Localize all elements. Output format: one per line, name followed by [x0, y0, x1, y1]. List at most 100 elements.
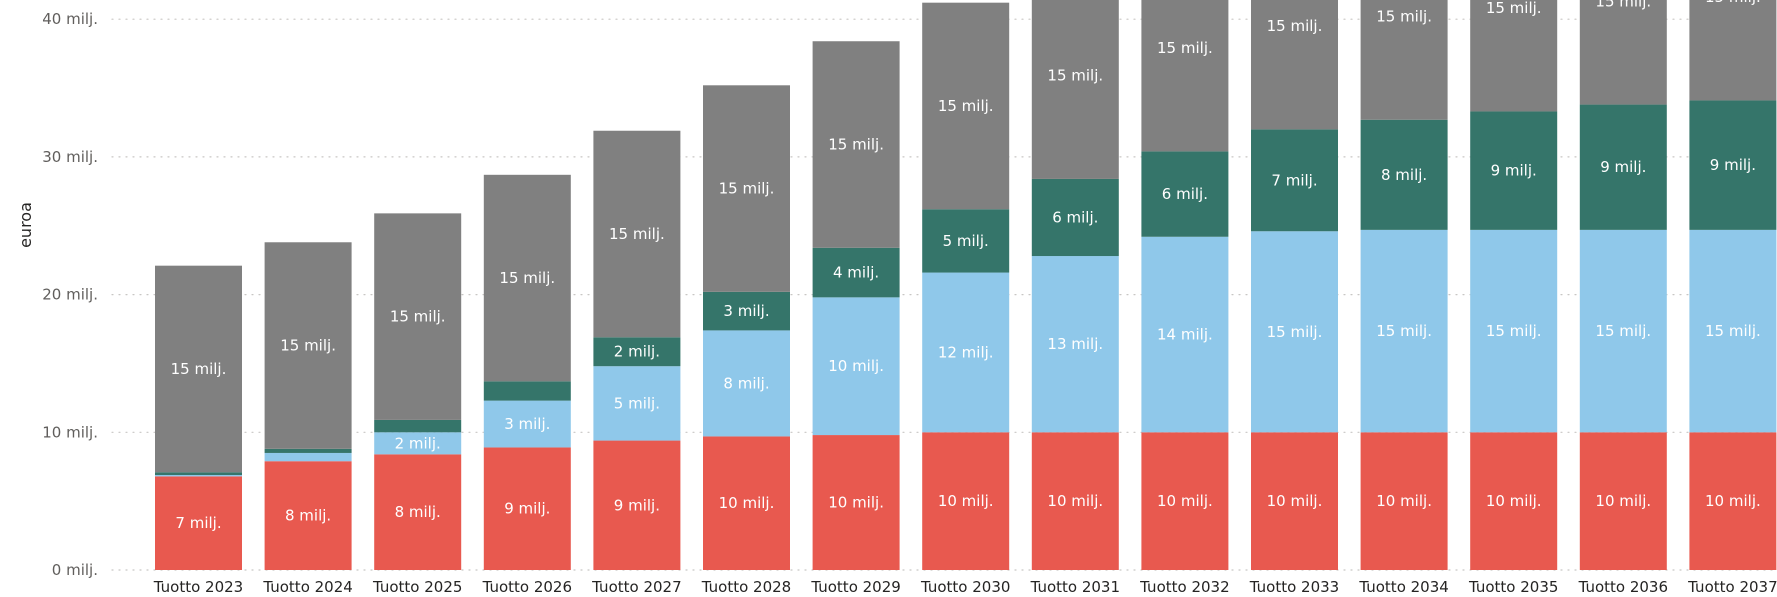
bar-segment: [812, 297, 900, 436]
data-label: 6 milj.: [1162, 185, 1208, 203]
data-label: 9 milj.: [1600, 158, 1646, 176]
y-tick-label: 20 milj.: [42, 286, 98, 304]
data-label: 3 milj.: [504, 415, 550, 433]
bar-segment: [155, 474, 242, 477]
bar-segment: [1031, 178, 1119, 257]
y-tick-label: 0 milj.: [52, 561, 98, 579]
data-labels: 7 milj. 15 milj. 8 milj. 15 milj. 8 milj. 2 m…: [171, 0, 1761, 532]
data-label: 15 milj.: [1595, 0, 1651, 10]
data-label: 10 milj.: [1047, 492, 1103, 510]
data-label: 10 milj.: [828, 357, 884, 375]
data-label: 12 milj.: [938, 343, 994, 361]
data-label: 15 milj.: [280, 337, 336, 355]
bar-segment: [264, 452, 352, 462]
y-axis-title: euroa: [16, 202, 35, 248]
data-label: 10 milj.: [1267, 492, 1323, 510]
bar-segment: [1141, 0, 1229, 152]
bar-segment: [1689, 0, 1777, 101]
data-label: 10 milj.: [938, 492, 994, 510]
data-label: 10 milj.: [1486, 492, 1542, 510]
x-category-label: Tuotto 2032: [1139, 578, 1229, 596]
x-category-label: Tuotto 2037: [1687, 578, 1777, 596]
bar-segment: [922, 2, 1010, 210]
data-label: 8 milj.: [285, 507, 331, 525]
bar-segment: [1470, 111, 1558, 230]
data-label: 3 milj.: [723, 302, 769, 320]
bar-segment: [1141, 151, 1229, 237]
bar-segment: [1579, 229, 1667, 433]
x-category-label: Tuotto 2031: [1030, 578, 1120, 596]
bar-segment: [593, 366, 681, 441]
bar-segment: [1360, 432, 1448, 570]
x-category-label: Tuotto 2035: [1468, 578, 1558, 596]
bar-segment: [374, 432, 462, 455]
data-label: 2 milj.: [614, 343, 660, 361]
data-label: 15 milj.: [390, 308, 446, 326]
data-label: 9 milj.: [504, 500, 550, 518]
data-label: 7 milj.: [1271, 171, 1317, 189]
data-label: 7 milj.: [175, 514, 221, 532]
data-label: 4 milj.: [833, 264, 879, 282]
data-label: 10 milj.: [1157, 492, 1213, 510]
bar-segment: [483, 381, 571, 401]
bar-segment: [1141, 236, 1229, 433]
bars: [155, 0, 1777, 570]
data-label: 15 milj.: [499, 269, 555, 287]
bar-segment: [812, 247, 900, 298]
bar-segment: [593, 440, 681, 570]
data-label: 15 milj.: [938, 97, 994, 115]
bar-segment: [483, 447, 571, 570]
bar-segment: [1251, 0, 1338, 130]
data-label: 15 milj.: [1376, 7, 1432, 25]
data-label: 8 milj.: [1381, 166, 1427, 184]
x-category-label: Tuotto 2027: [591, 578, 681, 596]
data-label: 15 milj.: [1705, 322, 1761, 340]
bar-segment: [374, 213, 462, 420]
bar-segment: [264, 242, 352, 449]
bar-segment: [922, 209, 1010, 273]
bar-segment: [1579, 432, 1667, 570]
data-label: 6 milj.: [1052, 208, 1098, 226]
bar-segment: [483, 174, 571, 382]
bar-segment: [1470, 229, 1558, 433]
data-label: 15 milj.: [1157, 39, 1213, 57]
data-label: 9 milj.: [614, 496, 660, 514]
data-label: 5 milj.: [943, 232, 989, 250]
bar-segment: [812, 435, 900, 570]
bar-segment: [703, 291, 790, 331]
data-label: 15 milj.: [828, 136, 884, 154]
x-axis-categories: Tuotto 2023 Tuotto 2024 Tuotto 2025 Tuotto …: [153, 578, 1777, 596]
bar-segment: [812, 41, 900, 248]
x-category-label: Tuotto 2025: [372, 578, 462, 596]
y-tick-label: 40 milj.: [42, 10, 98, 28]
data-label: 14 milj.: [1157, 326, 1213, 344]
data-label: 15 milj.: [1047, 67, 1103, 85]
bar-segment: [703, 85, 790, 292]
bar-segment: [1360, 229, 1448, 433]
x-category-label: Tuotto 2036: [1578, 578, 1668, 596]
bar-segment: [1689, 229, 1777, 433]
x-category-label: Tuotto 2026: [482, 578, 572, 596]
bar-segment: [264, 461, 352, 570]
x-category-label: Tuotto 2023: [153, 578, 243, 596]
bar-segment: [922, 432, 1010, 570]
x-category-label: Tuotto 2033: [1249, 578, 1339, 596]
data-label: 15 milj.: [1595, 322, 1651, 340]
data-label: 10 milj.: [1376, 492, 1432, 510]
y-axis-ticks: 0 milj. 10 milj. 20 milj. 30 milj. 40 milj.: [42, 10, 98, 579]
bar-segment: [1031, 432, 1119, 570]
data-label: 15 milj.: [1376, 322, 1432, 340]
data-label: 10 milj.: [1705, 492, 1761, 510]
bar-segment: [483, 400, 571, 448]
bar-segment: [1360, 119, 1448, 230]
bar-segment: [593, 337, 681, 367]
data-label: 9 milj.: [1491, 162, 1537, 180]
bar-segment: [374, 454, 462, 570]
bar-segment: [1689, 100, 1777, 230]
bar-segment: [1579, 104, 1667, 230]
bar-segment: [1470, 0, 1558, 112]
data-label: 2 milj.: [395, 434, 441, 452]
bar-segment: [1141, 432, 1229, 570]
data-label: 15 milj.: [1267, 323, 1323, 341]
